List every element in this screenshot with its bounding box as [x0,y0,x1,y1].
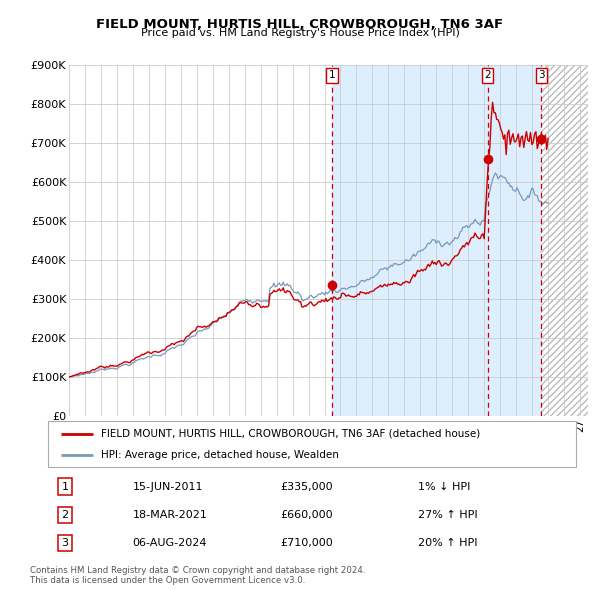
Text: 15-JUN-2011: 15-JUN-2011 [133,481,203,491]
Text: FIELD MOUNT, HURTIS HILL, CROWBOROUGH, TN6 3AF (detached house): FIELD MOUNT, HURTIS HILL, CROWBOROUGH, T… [101,429,480,439]
Text: 27% ↑ HPI: 27% ↑ HPI [418,510,477,520]
Text: £660,000: £660,000 [280,510,333,520]
Text: Contains HM Land Registry data © Crown copyright and database right 2024.: Contains HM Land Registry data © Crown c… [30,566,365,575]
Bar [332,65,541,416]
Text: 2: 2 [61,510,68,520]
FancyBboxPatch shape [48,421,576,467]
Text: 1: 1 [61,481,68,491]
Text: 18-MAR-2021: 18-MAR-2021 [133,510,208,520]
Text: 1% ↓ HPI: 1% ↓ HPI [418,481,470,491]
Text: 06-AUG-2024: 06-AUG-2024 [133,538,207,548]
Text: HPI: Average price, detached house, Wealden: HPI: Average price, detached house, Weal… [101,450,338,460]
Text: 1: 1 [329,70,335,80]
Bar [541,65,588,416]
Text: 2: 2 [484,70,491,80]
Text: £710,000: £710,000 [280,538,333,548]
Text: 3: 3 [61,538,68,548]
Text: FIELD MOUNT, HURTIS HILL, CROWBOROUGH, TN6 3AF: FIELD MOUNT, HURTIS HILL, CROWBOROUGH, T… [97,18,503,31]
Text: Price paid vs. HM Land Registry's House Price Index (HPI): Price paid vs. HM Land Registry's House … [140,28,460,38]
Text: 20% ↑ HPI: 20% ↑ HPI [418,538,477,548]
Text: £335,000: £335,000 [280,481,333,491]
Text: 3: 3 [538,70,545,80]
Text: This data is licensed under the Open Government Licence v3.0.: This data is licensed under the Open Gov… [30,576,305,585]
